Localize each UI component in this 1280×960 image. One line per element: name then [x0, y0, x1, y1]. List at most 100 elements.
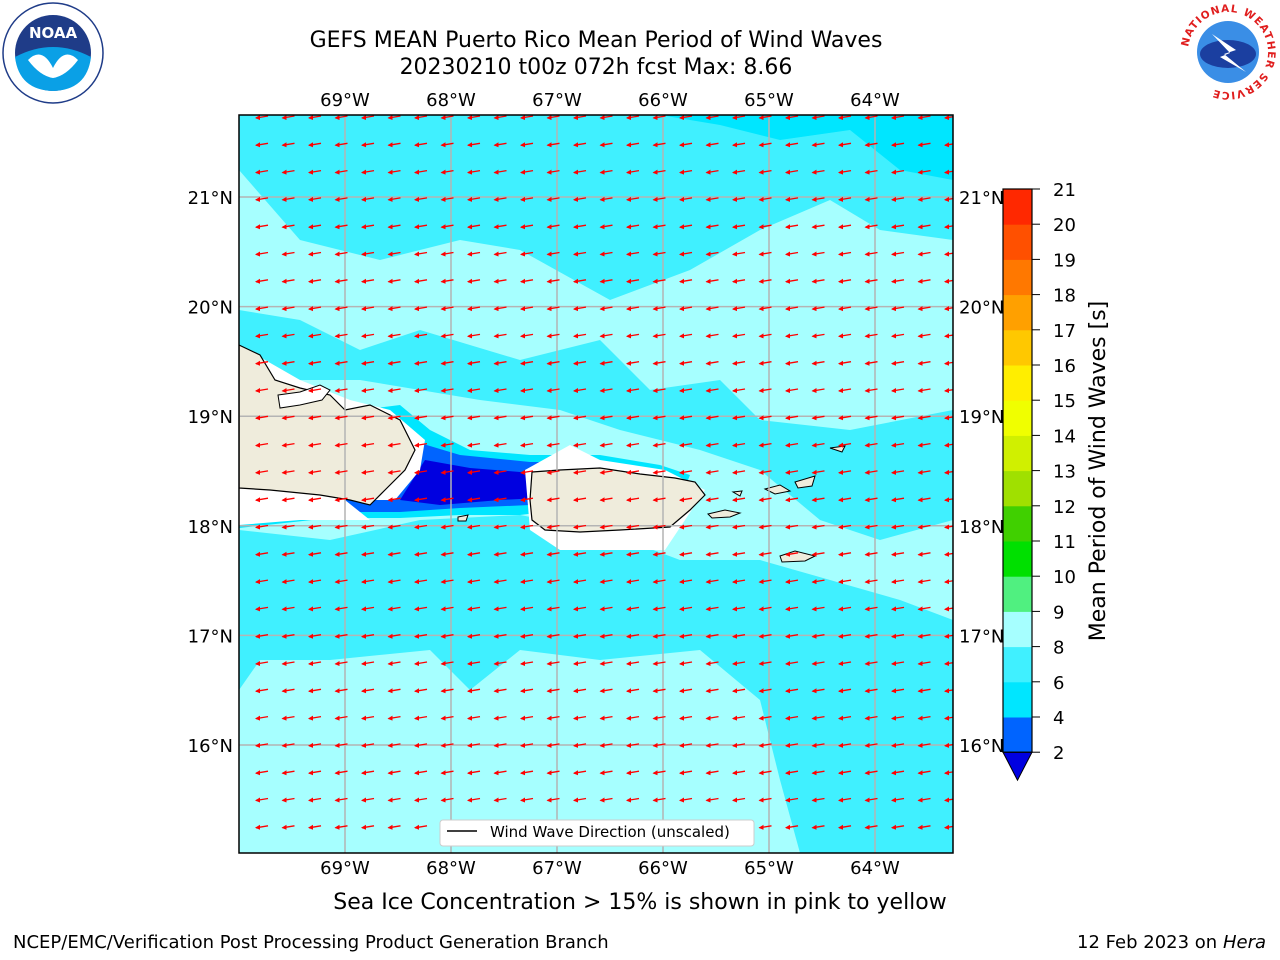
colorbar-segment [1003, 717, 1032, 753]
wind-wave-arrow [917, 551, 931, 557]
wind-wave-arrow [626, 606, 640, 612]
wind-wave-arrow [758, 551, 772, 557]
wind-wave-arrow [705, 688, 719, 694]
wind-wave-arrow [917, 524, 931, 530]
wind-wave-arrow [732, 115, 746, 120]
wind-wave-arrow [520, 579, 534, 585]
wind-wave-arrow [652, 142, 666, 148]
wind-wave-arrow [467, 688, 481, 694]
wind-wave-arrow [811, 606, 825, 612]
wind-wave-arrow [520, 551, 534, 557]
wind-wave-arrow [573, 742, 587, 748]
wind-wave-arrow [467, 661, 481, 666]
wind-wave-arrow [944, 278, 953, 284]
wind-wave-arrow [387, 415, 401, 421]
wind-wave-arrow [255, 196, 269, 202]
map-grid [239, 115, 953, 853]
wind-wave-arrow [281, 388, 295, 393]
wind-wave-arrow [944, 360, 953, 366]
wind-wave-arrow [255, 388, 269, 393]
wind-wave-arrow [414, 824, 428, 830]
wind-wave-arrow [652, 278, 666, 284]
wind-wave-arrow [732, 306, 746, 312]
wind-wave-arrow [758, 497, 772, 503]
wind-wave-arrow [546, 142, 560, 148]
wind-wave-arrow [864, 469, 878, 475]
wind-wave-arrow [599, 415, 613, 421]
wind-wave-arrow [334, 715, 348, 721]
wind-wave-arrow [493, 278, 507, 284]
wind-wave-arrow [679, 579, 693, 585]
wind-wave-arrow [891, 497, 905, 503]
wind-wave-arrow [573, 770, 587, 776]
wind-wave-arrow [599, 142, 613, 148]
wind-wave-arrow [652, 497, 666, 503]
wind-wave-arrow [255, 770, 269, 776]
wind-wave-arrow [891, 251, 905, 257]
wind-wave-arrow [414, 169, 428, 175]
wind-wave-arrow [387, 715, 401, 721]
wind-wave-arrow [944, 742, 953, 748]
wind-wave-arrow [308, 115, 322, 120]
wind-wave-arrow [838, 770, 852, 776]
wind-wave-arrow [811, 306, 825, 312]
wind-wave-arrow [573, 551, 587, 557]
wind-wave-arrow [758, 115, 772, 120]
wind-wave-arrow [308, 196, 322, 202]
wind-wave-arrow [387, 360, 401, 366]
wind-wave-arrow [652, 633, 666, 639]
wind-wave-arrow [546, 579, 560, 585]
wind-wave-arrow [255, 251, 269, 257]
wind-wave-arrow [891, 278, 905, 284]
wind-wave-arrow [308, 306, 322, 312]
wind-wave-arrow [387, 169, 401, 175]
wind-wave-arrow [864, 251, 878, 257]
wind-wave-arrow [387, 224, 401, 230]
wind-wave-arrow [626, 715, 640, 721]
wind-wave-arrow [467, 333, 481, 339]
wind-wave-arrow [308, 824, 322, 830]
wind-wave-arrow [546, 524, 560, 530]
wind-wave-arrow [811, 579, 825, 585]
colorbar-segment [1003, 681, 1032, 718]
wind-wave-arrow [334, 278, 348, 284]
colorbar-tick-label: 15 [1053, 391, 1076, 412]
wind-wave-arrow [281, 715, 295, 721]
wind-wave-arrow [864, 224, 878, 230]
map-frame [238, 114, 954, 854]
wind-wave-arrow [414, 306, 428, 312]
wind-wave-arrow [758, 715, 772, 721]
wind-wave-arrow [546, 770, 560, 776]
period-band-southwest [239, 760, 340, 853]
wind-wave-arrow [308, 142, 322, 148]
wind-wave-arrow [599, 715, 613, 721]
lon-tick-label-bottom: 65°W [744, 858, 794, 879]
wind-wave-arrow [705, 415, 719, 421]
wind-wave-arrow [387, 278, 401, 284]
wind-wave-arrow [811, 633, 825, 639]
wind-wave-arrow [652, 415, 666, 421]
wind-wave-arrow [361, 661, 375, 666]
wind-wave-arrow [493, 688, 507, 694]
wind-wave-arrow [308, 415, 322, 421]
wind-wave-arrow [732, 169, 746, 175]
wind-wave-arrow [864, 442, 878, 448]
wind-wave-arrow [546, 606, 560, 612]
chart-subtitle: 20230210 t00z 072h fcst Max: 8.66 [399, 55, 793, 80]
wind-wave-arrow [334, 688, 348, 694]
wind-wave-arrow [467, 715, 481, 721]
wind-wave-arrow [838, 469, 852, 475]
wind-wave-arrow [255, 524, 269, 530]
wind-wave-arrow [573, 688, 587, 694]
wind-wave-arrow [387, 551, 401, 557]
wind-wave-arrow [705, 115, 719, 120]
wind-wave-arrow [758, 742, 772, 748]
wind-wave-arrow [917, 442, 931, 448]
wind-wave-arrow [652, 797, 666, 803]
wind-wave-arrow [785, 469, 799, 475]
wind-wave-arrow [255, 497, 269, 503]
wind-wave-arrow [917, 169, 931, 175]
wind-wave-arrow [917, 770, 931, 776]
wind-wave-arrow [546, 388, 560, 393]
wind-wave-arrow [493, 415, 507, 421]
